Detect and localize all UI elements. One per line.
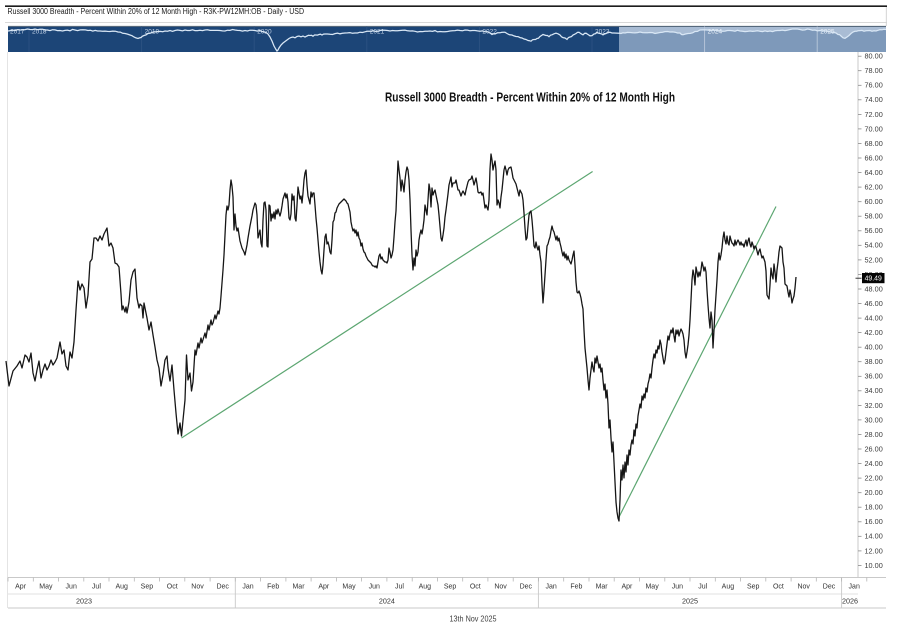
- svg-text:2017: 2017: [10, 29, 25, 36]
- svg-text:Mar: Mar: [596, 584, 609, 591]
- svg-text:Jun: Jun: [369, 584, 380, 591]
- svg-text:2025: 2025: [820, 29, 835, 36]
- svg-text:Russell 3000 Breadth - Percent: Russell 3000 Breadth - Percent Within 20…: [8, 7, 305, 16]
- svg-text:38.00: 38.00: [865, 357, 883, 366]
- svg-text:2026: 2026: [842, 597, 858, 606]
- svg-text:Apr: Apr: [621, 584, 633, 591]
- svg-text:26.00: 26.00: [865, 444, 883, 453]
- svg-text:Jan: Jan: [242, 584, 253, 591]
- svg-text:Dec: Dec: [823, 584, 836, 591]
- svg-text:Feb: Feb: [267, 584, 279, 591]
- svg-text:32.00: 32.00: [865, 401, 883, 410]
- svg-text:Mar: Mar: [292, 584, 305, 591]
- svg-text:42.00: 42.00: [865, 328, 883, 337]
- svg-text:46.00: 46.00: [865, 299, 883, 308]
- svg-text:Nov: Nov: [191, 584, 204, 591]
- svg-text:18.00: 18.00: [865, 503, 883, 512]
- svg-text:66.00: 66.00: [865, 153, 883, 162]
- svg-text:Jun: Jun: [672, 584, 683, 591]
- svg-text:74.00: 74.00: [865, 95, 883, 104]
- svg-text:28.00: 28.00: [865, 430, 883, 439]
- svg-text:2023: 2023: [76, 597, 92, 606]
- svg-text:May: May: [342, 584, 356, 591]
- svg-text:16.00: 16.00: [865, 517, 883, 526]
- svg-text:70.00: 70.00: [865, 124, 883, 133]
- svg-text:Dec: Dec: [216, 584, 229, 591]
- svg-text:78.00: 78.00: [865, 66, 883, 75]
- svg-text:Feb: Feb: [570, 584, 582, 591]
- svg-text:Dec: Dec: [520, 584, 533, 591]
- svg-text:52.00: 52.00: [865, 255, 883, 264]
- svg-text:56.00: 56.00: [865, 226, 883, 235]
- svg-text:Oct: Oct: [167, 584, 178, 591]
- svg-text:2024: 2024: [379, 597, 395, 606]
- svg-text:Apr: Apr: [15, 584, 27, 591]
- svg-text:Aug: Aug: [722, 584, 735, 591]
- svg-text:24.00: 24.00: [865, 459, 883, 468]
- svg-text:Oct: Oct: [470, 584, 481, 591]
- svg-text:Jul: Jul: [395, 584, 404, 591]
- svg-text:Jul: Jul: [698, 584, 707, 591]
- svg-text:Sep: Sep: [747, 584, 760, 591]
- svg-text:2025: 2025: [682, 597, 698, 606]
- svg-text:62.00: 62.00: [865, 183, 883, 192]
- svg-text:34.00: 34.00: [865, 386, 883, 395]
- svg-text:Jun: Jun: [66, 584, 77, 591]
- svg-text:68.00: 68.00: [865, 139, 883, 148]
- svg-text:44.00: 44.00: [865, 314, 883, 323]
- svg-text:58.00: 58.00: [865, 212, 883, 221]
- svg-text:20.00: 20.00: [865, 488, 883, 497]
- svg-text:Nov: Nov: [494, 584, 507, 591]
- svg-text:2018: 2018: [32, 29, 47, 36]
- svg-text:Jan: Jan: [545, 584, 556, 591]
- svg-text:Jan: Jan: [849, 584, 860, 591]
- svg-text:Apr: Apr: [318, 584, 330, 591]
- svg-text:2023: 2023: [595, 29, 610, 36]
- svg-text:2024: 2024: [708, 29, 723, 36]
- svg-text:Aug: Aug: [419, 584, 432, 591]
- svg-text:36.00: 36.00: [865, 372, 883, 381]
- svg-text:30.00: 30.00: [865, 415, 883, 424]
- svg-text:Nov: Nov: [797, 584, 810, 591]
- svg-text:14.00: 14.00: [865, 532, 883, 541]
- svg-text:80.00: 80.00: [865, 52, 883, 61]
- svg-text:May: May: [39, 584, 53, 591]
- svg-text:Russell 3000 Breadth - Percent: Russell 3000 Breadth - Percent Within 20…: [385, 91, 675, 105]
- svg-text:54.00: 54.00: [865, 241, 883, 250]
- svg-text:48.00: 48.00: [865, 284, 883, 293]
- svg-text:64.00: 64.00: [865, 168, 883, 177]
- svg-text:10.00: 10.00: [865, 561, 883, 570]
- svg-text:Oct: Oct: [773, 584, 784, 591]
- svg-text:Aug: Aug: [115, 584, 128, 591]
- svg-text:72.00: 72.00: [865, 110, 883, 119]
- svg-text:Sep: Sep: [444, 584, 457, 591]
- svg-text:12.00: 12.00: [865, 546, 883, 555]
- svg-text:76.00: 76.00: [865, 81, 883, 90]
- svg-text:Sep: Sep: [141, 584, 154, 591]
- svg-text:13th Nov 2025: 13th Nov 2025: [450, 615, 497, 624]
- svg-text:40.00: 40.00: [865, 343, 883, 352]
- svg-text:22.00: 22.00: [865, 474, 883, 483]
- svg-text:2022: 2022: [482, 29, 497, 36]
- svg-text:Jul: Jul: [92, 584, 101, 591]
- svg-text:49.49: 49.49: [865, 276, 882, 283]
- svg-text:May: May: [645, 584, 659, 591]
- svg-text:60.00: 60.00: [865, 197, 883, 206]
- svg-text:2021: 2021: [370, 29, 385, 36]
